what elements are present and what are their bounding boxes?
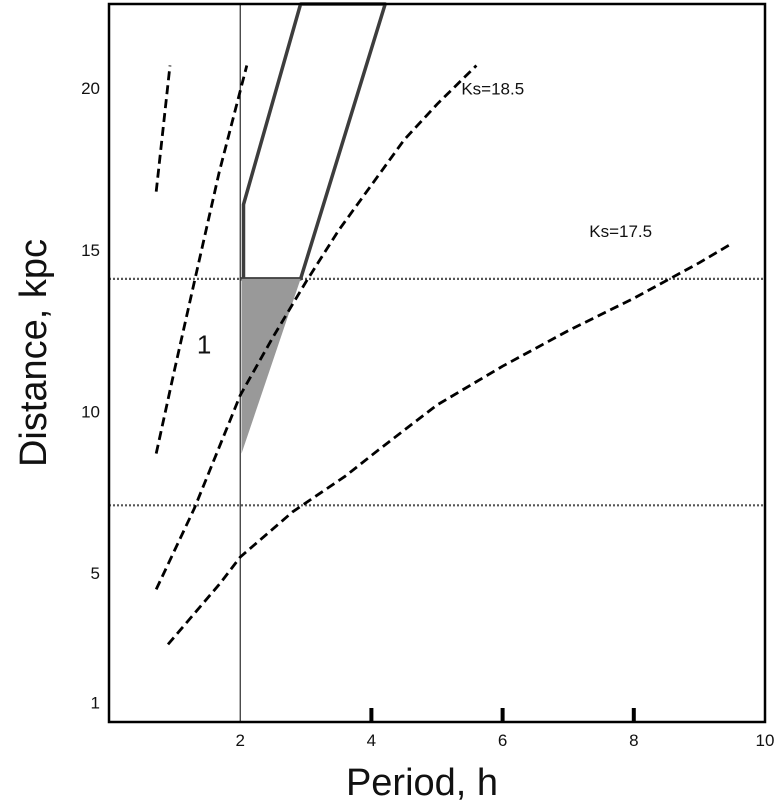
- series: [154, 64, 733, 646]
- x-axis-title: Period, h: [346, 762, 498, 804]
- y-tick-label: 10: [81, 403, 100, 422]
- regions: [239, 2, 387, 454]
- region-label: 1: [197, 329, 211, 359]
- annotations: Ks=18.5 Ks=17.5 1: [197, 80, 652, 360]
- dashed-series-line-1: [154, 65, 172, 192]
- plot-frame: [107, 2, 767, 724]
- shaded-region: [241, 278, 301, 454]
- x-tick-label: 2: [235, 731, 244, 750]
- y-tick-label: 20: [81, 79, 100, 98]
- dashed-series-line-3: [154, 64, 478, 590]
- x-tick-label: 8: [629, 731, 638, 750]
- x-tick-label: 10: [756, 731, 775, 750]
- y-tick-label: 1: [91, 694, 100, 713]
- dashed-series-line-2: [154, 65, 249, 454]
- dashed-series-line-4: [166, 242, 733, 646]
- reference-lines: [109, 4, 765, 722]
- y-axis-title: Distance, kpc: [13, 239, 55, 467]
- curve-annotation: Ks=18.5: [461, 80, 524, 99]
- x-ticks: 2 4 6 8 10: [235, 708, 774, 750]
- x-tick-label: 4: [367, 731, 376, 750]
- outlined-region: [239, 2, 387, 281]
- x-tick-label: 6: [498, 731, 507, 750]
- curve-annotation: Ks=17.5: [589, 222, 652, 241]
- y-tick-label: 15: [81, 241, 100, 260]
- y-tick-label: 5: [91, 564, 100, 583]
